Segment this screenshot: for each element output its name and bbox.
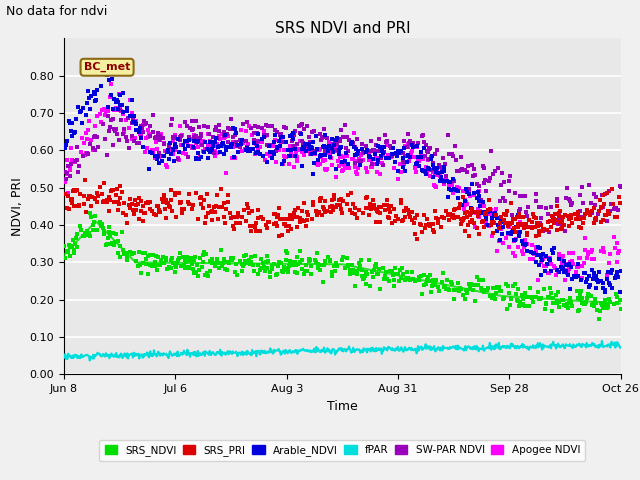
Title: SRS NDVI and PRI: SRS NDVI and PRI <box>275 21 410 36</box>
Text: No data for ndvi: No data for ndvi <box>6 5 108 18</box>
X-axis label: Time: Time <box>327 400 358 413</box>
Legend: SRS_NDVI, SRS_PRI, Arable_NDVI, fPAR, SW-PAR NDVI, Apogee NDVI: SRS_NDVI, SRS_PRI, Arable_NDVI, fPAR, SW… <box>99 440 586 461</box>
Text: BC_met: BC_met <box>84 62 131 72</box>
Y-axis label: NDVI, PRI: NDVI, PRI <box>11 177 24 236</box>
